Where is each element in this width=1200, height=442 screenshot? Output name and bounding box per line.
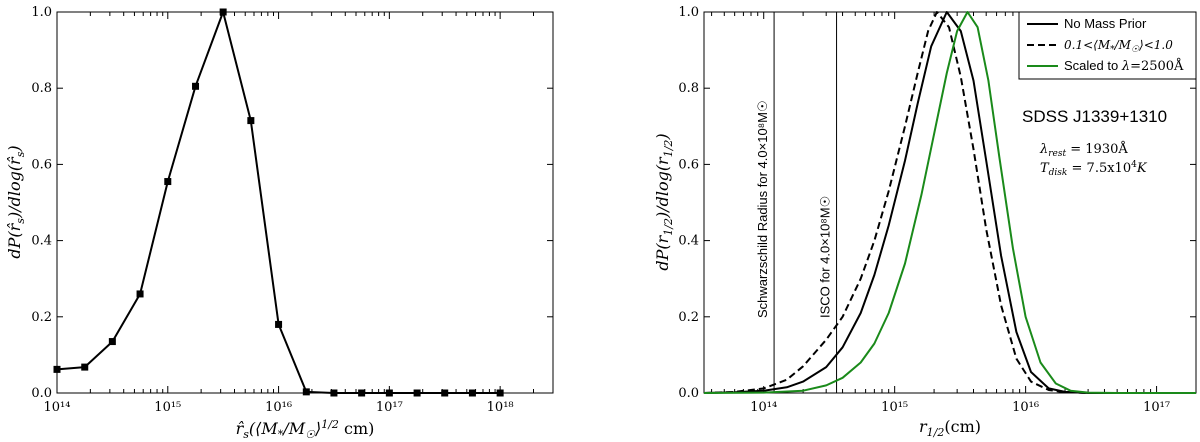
right-y-tick-label: 0.4 xyxy=(678,234,699,249)
left-data-point xyxy=(413,389,421,397)
legend-label-no-mass-prior: No Mass Prior xyxy=(1064,16,1147,31)
left-x-tick-label: 10¹⁷ xyxy=(376,400,403,415)
legend-label-scaled: Scaled to λ=2500Å xyxy=(1064,58,1184,74)
right-series xyxy=(703,11,1196,394)
left-data-point xyxy=(136,290,144,298)
right-x-tick-label: 10¹⁶ xyxy=(1012,400,1039,415)
left-data-point xyxy=(192,82,200,90)
right-y-tick-label: 1.0 xyxy=(678,5,699,20)
left-ticks: 0.0 0.2 0.4 0.6 0.8 1.0 10¹⁴ 10¹⁵ 10¹⁶ 10¹⁷ 10¹⁸ xyxy=(31,5,554,415)
right-y-tick-label: 0.6 xyxy=(678,157,699,172)
right-x-tick-label: 10¹⁴ xyxy=(750,400,777,415)
right-vlines: Schwarzschild Radius for 4.0×10⁸M☉ ISCO f… xyxy=(755,12,838,393)
right-y-tick-label: 0.0 xyxy=(678,386,699,401)
lambda-rest: λrest = 1930Å xyxy=(1039,141,1128,159)
left-data-point xyxy=(385,389,393,397)
legend: No Mass Prior 0.1<⟨M*/M☉⟩<1.0 Scaled to … xyxy=(1018,11,1197,80)
right-x-tick-label: 10¹⁷ xyxy=(1143,400,1170,415)
right-x-axis-label: r1/2(cm) xyxy=(919,417,981,439)
left-data-point xyxy=(302,388,310,396)
right-series-line-2 xyxy=(703,11,1196,394)
object-name: SDSS J1339+1310 xyxy=(1022,107,1167,126)
left-data-point xyxy=(247,117,255,125)
left-y-tick-label: 0.2 xyxy=(31,310,52,325)
left-data-point xyxy=(108,338,116,346)
vline-label-0: Schwarzschild Radius for 4.0×10⁸M☉ xyxy=(755,100,770,318)
right-series-line-0 xyxy=(703,11,1196,394)
left-x-tick-label: 10¹⁸ xyxy=(487,400,514,415)
left-y-tick-label: 1.0 xyxy=(31,5,52,20)
right-y-axis-label: dP(r1/2)/dlog(r1/2) xyxy=(653,133,675,270)
left-y-axis-label: dP(r̂s)/dlog(r̂s) xyxy=(5,145,27,258)
left-y-tick-label: 0.8 xyxy=(31,81,52,96)
left-x-tick-label: 10¹⁶ xyxy=(265,400,292,415)
left-x-axis-label: r̂s(⟨M*/M☉⟩1/2 cm) xyxy=(236,418,375,441)
left-data-point xyxy=(496,389,504,397)
t-disk: Tdisk = 7.5x104K xyxy=(1040,160,1148,178)
right-y-tick-label: 0.8 xyxy=(678,81,699,96)
left-data-point xyxy=(330,389,338,397)
right-x-tick-label: 10¹⁵ xyxy=(881,400,908,415)
left-data-point xyxy=(53,365,61,373)
left-chart: 0.0 0.2 0.4 0.6 0.8 1.0 10¹⁴ 10¹⁵ 10¹⁶ 10¹⁷ 10¹⁸ r… xyxy=(5,5,554,441)
legend-label-mass-prior: 0.1<⟨M*/M☉⟩<1.0 xyxy=(1064,38,1173,55)
left-data-point xyxy=(275,320,283,328)
left-data-point xyxy=(219,8,227,16)
right-series-line-1 xyxy=(703,11,1196,394)
left-y-tick-label: 0.0 xyxy=(31,386,52,401)
right-y-tick-label: 0.2 xyxy=(678,310,699,325)
vline-label-1: ISCO for 4.0×10⁸M☉ xyxy=(818,196,833,318)
left-y-tick-label: 0.6 xyxy=(31,157,52,172)
left-plot-frame xyxy=(56,11,554,394)
left-series-line-0 xyxy=(56,11,501,394)
left-x-tick-label: 10¹⁵ xyxy=(154,400,181,415)
left-y-tick-label: 0.4 xyxy=(31,234,52,249)
left-data-point xyxy=(81,363,89,371)
left-x-tick-label: 10¹⁴ xyxy=(44,400,71,415)
left-data-point xyxy=(164,178,172,186)
left-data-point xyxy=(441,389,449,397)
left-data-point xyxy=(468,389,476,397)
left-data-point xyxy=(358,389,366,397)
right-chart: 0.0 0.2 0.4 0.6 0.8 1.0 10¹⁴ 10¹⁵ 10¹⁶ 10¹⁷ Schwa… xyxy=(653,5,1197,439)
right-plot-frame xyxy=(703,11,1197,394)
left-series xyxy=(53,8,504,397)
